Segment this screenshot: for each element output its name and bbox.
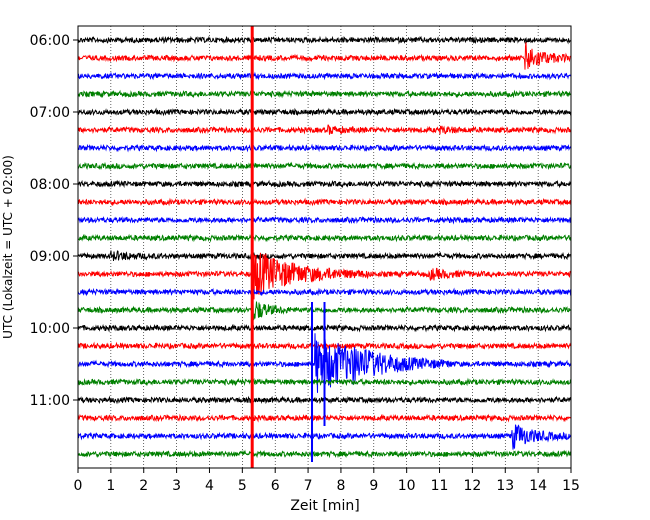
- x-tick-label: 11: [431, 478, 449, 494]
- x-tick-label: 6: [271, 478, 280, 494]
- trace-line: [77, 107, 572, 117]
- trace-line: [77, 143, 572, 153]
- trace-line: [77, 179, 572, 189]
- y-axis-label: UTC (Lokalzeit = UTC + 02:00): [1, 155, 15, 339]
- x-tick-label: 5: [238, 478, 247, 494]
- x-tick-label: 1: [106, 478, 115, 494]
- x-tick-label: 4: [205, 478, 214, 494]
- plot-frame: [77, 25, 572, 469]
- trace-line: [77, 124, 572, 135]
- y-tick-label: 07:00: [30, 105, 70, 121]
- x-tick-label: 10: [398, 478, 416, 494]
- trace-line: [78, 71, 572, 81]
- trace-line: [77, 424, 572, 450]
- y-tick-label: 08:00: [30, 177, 70, 193]
- y-tick-label: 06:00: [30, 33, 70, 49]
- trace-line: [77, 287, 572, 297]
- x-tick-label: 12: [463, 478, 481, 494]
- x-axis-label: Zeit [min]: [290, 498, 359, 514]
- x-tick-label: 2: [139, 478, 148, 494]
- trace-line: [77, 250, 572, 262]
- y-axis-ticks: 06:00 07:00 08:00 09:00 10:00 11:00: [30, 33, 78, 409]
- trace-line: [77, 42, 572, 70]
- trace-line: [77, 449, 572, 459]
- trace-line: [77, 252, 572, 300]
- x-tick-label: 7: [304, 478, 313, 494]
- x-tick-label: 15: [562, 478, 580, 494]
- x-tick-label: 9: [369, 478, 378, 494]
- trace-line: [77, 35, 572, 45]
- y-tick-label: 09:00: [30, 249, 70, 265]
- saturated-spikes: [250, 26, 326, 468]
- x-axis-ticks: 0 1 2 3 4 5 6 7 8 9 10 11 12 13 14 15: [74, 468, 580, 494]
- trace-line: [77, 233, 572, 243]
- trace-line: [77, 197, 572, 207]
- trace-line: [77, 215, 572, 225]
- x-tick-label: 8: [336, 478, 345, 494]
- x-tick-label: 14: [529, 478, 547, 494]
- trace-line: [77, 89, 572, 99]
- x-tick-label: 0: [74, 478, 83, 494]
- x-tick-label: 3: [172, 478, 181, 494]
- trace-line: [77, 161, 572, 171]
- x-tick-label: 13: [496, 478, 514, 494]
- y-tick-label: 10:00: [30, 321, 70, 337]
- y-tick-label: 11:00: [30, 393, 70, 409]
